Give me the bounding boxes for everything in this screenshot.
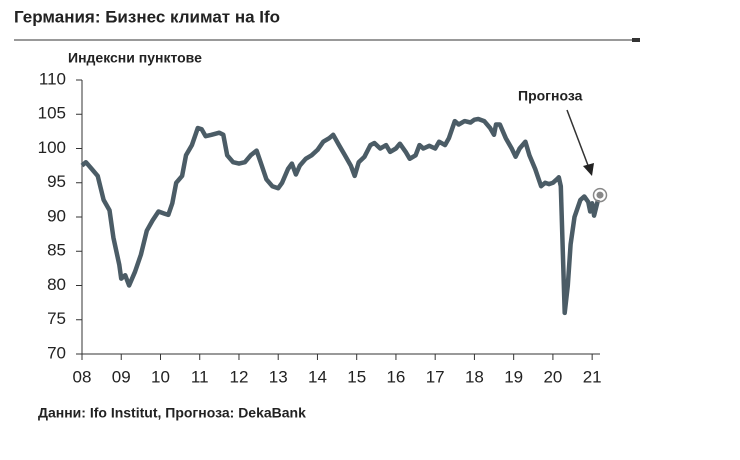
y-tick-label: 75	[47, 309, 66, 328]
x-tick-label: 16	[386, 367, 405, 386]
x-tick-label: 17	[426, 367, 445, 386]
x-tick-label: 12	[230, 367, 249, 386]
y-tick-label: 90	[47, 206, 66, 225]
forecast-ring	[592, 187, 608, 203]
y-axis-label: Индексни пунктове	[68, 50, 202, 66]
x-tick-label: 18	[465, 367, 484, 386]
x-tick-label: 13	[269, 367, 288, 386]
x-tick-label: 09	[112, 367, 131, 386]
x-tick-label: 20	[543, 367, 562, 386]
annotation-arrow	[566, 109, 590, 169]
y-tick-label: 70	[47, 343, 66, 362]
chart-title: Германия: Бизнес климат на Ifo	[14, 7, 280, 26]
x-tick-label: 14	[308, 367, 327, 386]
source: Данни: Ifo Institut, Прогноза: DekaBank	[38, 405, 306, 421]
x-tick-label: 19	[504, 367, 523, 386]
annotation: Прогноза	[518, 88, 583, 104]
arrow-head	[583, 163, 594, 176]
forecast-point	[596, 191, 604, 199]
y-tick-label: 100	[38, 138, 66, 157]
y-tick-label: 95	[47, 172, 66, 191]
x-tick-label: 10	[151, 367, 170, 386]
y-tick-label: 105	[38, 104, 66, 123]
x-tick-label: 08	[73, 367, 92, 386]
x-tick-label: 21	[583, 367, 602, 386]
y-tick-label: 80	[47, 275, 66, 294]
y-tick-label: 110	[39, 69, 66, 88]
y-tick-label: 85	[47, 241, 66, 260]
x-tick-label: 15	[347, 367, 366, 386]
data-line	[80, 116, 601, 316]
x-tick-label: 11	[191, 367, 209, 386]
